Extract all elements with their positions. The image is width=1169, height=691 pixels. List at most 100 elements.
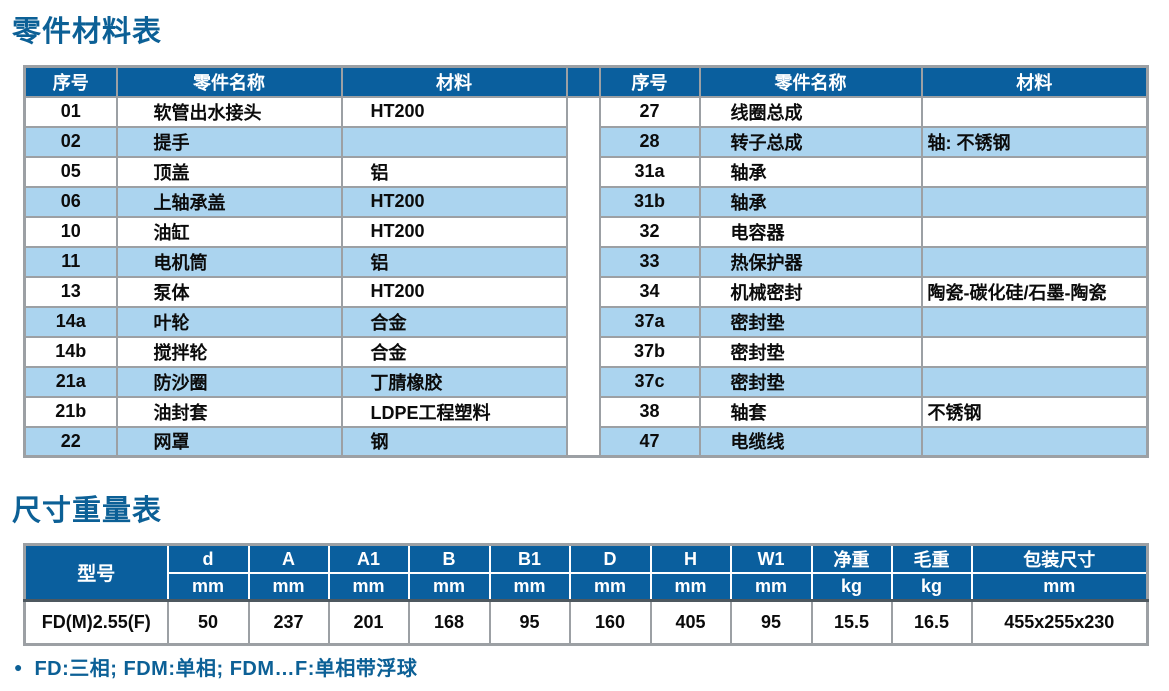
part-material-cell: 轴: 不锈钢 [920,125,1149,158]
part-seq-cell: 11 [23,245,118,278]
part-seq-cell: 05 [23,155,118,188]
dims-unit-cell: mm [166,572,250,601]
part-material-cell [920,305,1149,338]
dims-unit-cell: mm [407,572,491,601]
part-name-cell: 提手 [115,125,343,158]
part-material-cell: LDPE工程塑料 [340,395,568,428]
part-row: 13 泵体 HT200 34 机械密封 陶瓷-碳化硅/石墨-陶瓷 [23,275,1149,308]
part-material-cell: 陶瓷-碳化硅/石墨-陶瓷 [920,275,1149,308]
part-row: 14b 搅拌轮 合金 37b 密封垫 [23,335,1149,368]
dims-label-row: 型号 d A A1 B B1 D H W1 净重 毛重 包装尺寸 [23,543,1149,601]
dims-unit-row: mm mm mm mm mm mm mm mm kg kg mm [25,572,1149,601]
dimensions-table: 型号 d A A1 B B1 D H W1 净重 毛重 包装尺寸 mm mm mm mm mm mm mm mm kg k… [23,543,1149,646]
dims-unit-cell: mm [327,572,410,601]
part-name-cell: 搅拌轮 [115,335,343,368]
part-row: 02 提手 28 转子总成 轴: 不锈钢 [23,125,1149,158]
part-seq-cell: 37c [598,365,701,398]
part-name-cell: 电机筒 [115,245,343,278]
part-name-cell: 密封垫 [698,305,923,338]
part-seq-cell: 14a [23,305,118,338]
dims-col-header-cell: d [166,543,250,574]
part-name-cell: 顶盖 [115,155,343,188]
dims-value-cell: 201 [327,598,410,645]
part-seq-cell: 27 [598,95,701,128]
part-seq-cell: 47 [598,425,701,458]
part-material-cell: 合金 [340,305,568,338]
footnote: ● FD:三相; FDM:单相; FDM…F:单相带浮球 [14,652,417,681]
parts-header-row: 序号 零件名称 材料 序号 零件名称 材料 [23,65,1149,98]
dims-model-cell: FD(M)2.55(F) [23,598,169,645]
parts-header-cell: 序号 [23,65,118,98]
parts-table-title: 零件材料表 [12,16,163,48]
part-name-cell: 防沙圈 [115,365,343,398]
part-name-cell: 泵体 [115,275,343,308]
part-material-cell: 不锈钢 [920,395,1149,428]
part-name-cell: 软管出水接头 [115,95,343,128]
dims-value-cell: 168 [407,598,491,645]
parts-header-cell: 材料 [920,65,1149,98]
part-row: 01 软管出水接头 HT200 27 线圈总成 [23,95,1149,458]
part-name-cell: 电缆线 [698,425,923,458]
part-seq-cell: 02 [23,125,118,158]
part-row: 21a 防沙圈 丁腈橡胶 37c 密封垫 [23,365,1149,398]
part-material-cell [920,365,1149,398]
part-material-cell: 铝 [340,245,568,278]
part-seq-cell: 37a [598,305,701,338]
dims-value-cell: 95 [729,598,813,645]
parts-table-body: 01 软管出水接头 HT200 27 线圈总成 02 提手 28 转子总成 轴: 不锈钢 05 顶盖铝… [23,95,1149,458]
dims-unit-cell: mm [970,572,1149,601]
part-name-cell: 轴承 [698,185,923,218]
dims-col-header-cell: H [649,543,732,574]
part-material-cell [920,155,1149,188]
part-material-cell [920,425,1149,458]
part-seq-cell: 33 [598,245,701,278]
part-name-cell: 油封套 [115,395,343,428]
dims-value-cell: 405 [649,598,732,645]
part-seq-cell: 01 [23,95,118,128]
spacer-cell [565,95,601,458]
part-row: 11 电机筒铝 33 热保护器 [23,245,1149,278]
part-name-cell: 轴套 [698,395,923,428]
part-material-cell [920,95,1149,128]
part-name-cell: 密封垫 [698,365,923,398]
part-material-cell: HT200 [340,185,568,218]
part-name-cell: 线圈总成 [698,95,923,128]
part-row: 21b 油封套 LDPE工程塑料 38 轴套 不锈钢 [23,395,1149,428]
part-name-cell: 转子总成 [698,125,923,158]
dims-value-cell: 237 [247,598,330,645]
part-seq-cell: 32 [598,215,701,248]
parts-header-cell: 材料 [340,65,568,98]
part-row: 06 上轴承盖 HT200 31b 轴承 [23,185,1149,218]
dims-col-header-cell: B1 [488,543,571,574]
part-seq-cell: 21b [23,395,118,428]
part-seq-cell: 38 [598,395,701,428]
part-seq-cell: 34 [598,275,701,308]
dims-col-header-cell: 包装尺寸 [970,543,1149,574]
parts-header-cell: 序号 [598,65,701,98]
dims-value-cell: 160 [568,598,652,645]
part-material-cell [920,335,1149,368]
dims-unit-cell: mm [247,572,330,601]
dims-unit-cell: mm [649,572,732,601]
part-seq-cell: 31a [598,155,701,188]
part-material-cell: 铝 [340,155,568,188]
part-name-cell: 网罩 [115,425,343,458]
dims-col-header-cell: W1 [729,543,813,574]
part-name-cell: 上轴承盖 [115,185,343,218]
part-material-cell: HT200 [340,275,568,308]
dims-unit-cell: mm [488,572,571,601]
dims-value-cell: 95 [488,598,571,645]
dims-value-cell: 16.5 [890,598,973,645]
parts-table-section: 序号 零件名称 材料 序号 零件名称 材料 01 软管出水接头 HT200 27 线圈总成 02 提手… [23,65,1149,458]
part-name-cell: 电容器 [698,215,923,248]
part-name-cell: 密封垫 [698,335,923,368]
dims-unit-cell: mm [729,572,813,601]
part-seq-cell: 37b [598,335,701,368]
dims-value-cell: 50 [166,598,250,645]
dims-unit-cell: mm [568,572,652,601]
dimensions-table-header: 型号 d A A1 B B1 D H W1 净重 毛重 包装尺寸 mm mm mm mm mm mm mm mm kg k… [23,543,1149,601]
dimensions-table-body: FD(M)2.55(F) 50 237 201 168 95 160 405 95 15.5 16.… [23,598,1149,645]
part-name-cell: 机械密封 [698,275,923,308]
parts-header-cell: 零件名称 [698,65,923,98]
dims-col-header-cell: B [407,543,491,574]
